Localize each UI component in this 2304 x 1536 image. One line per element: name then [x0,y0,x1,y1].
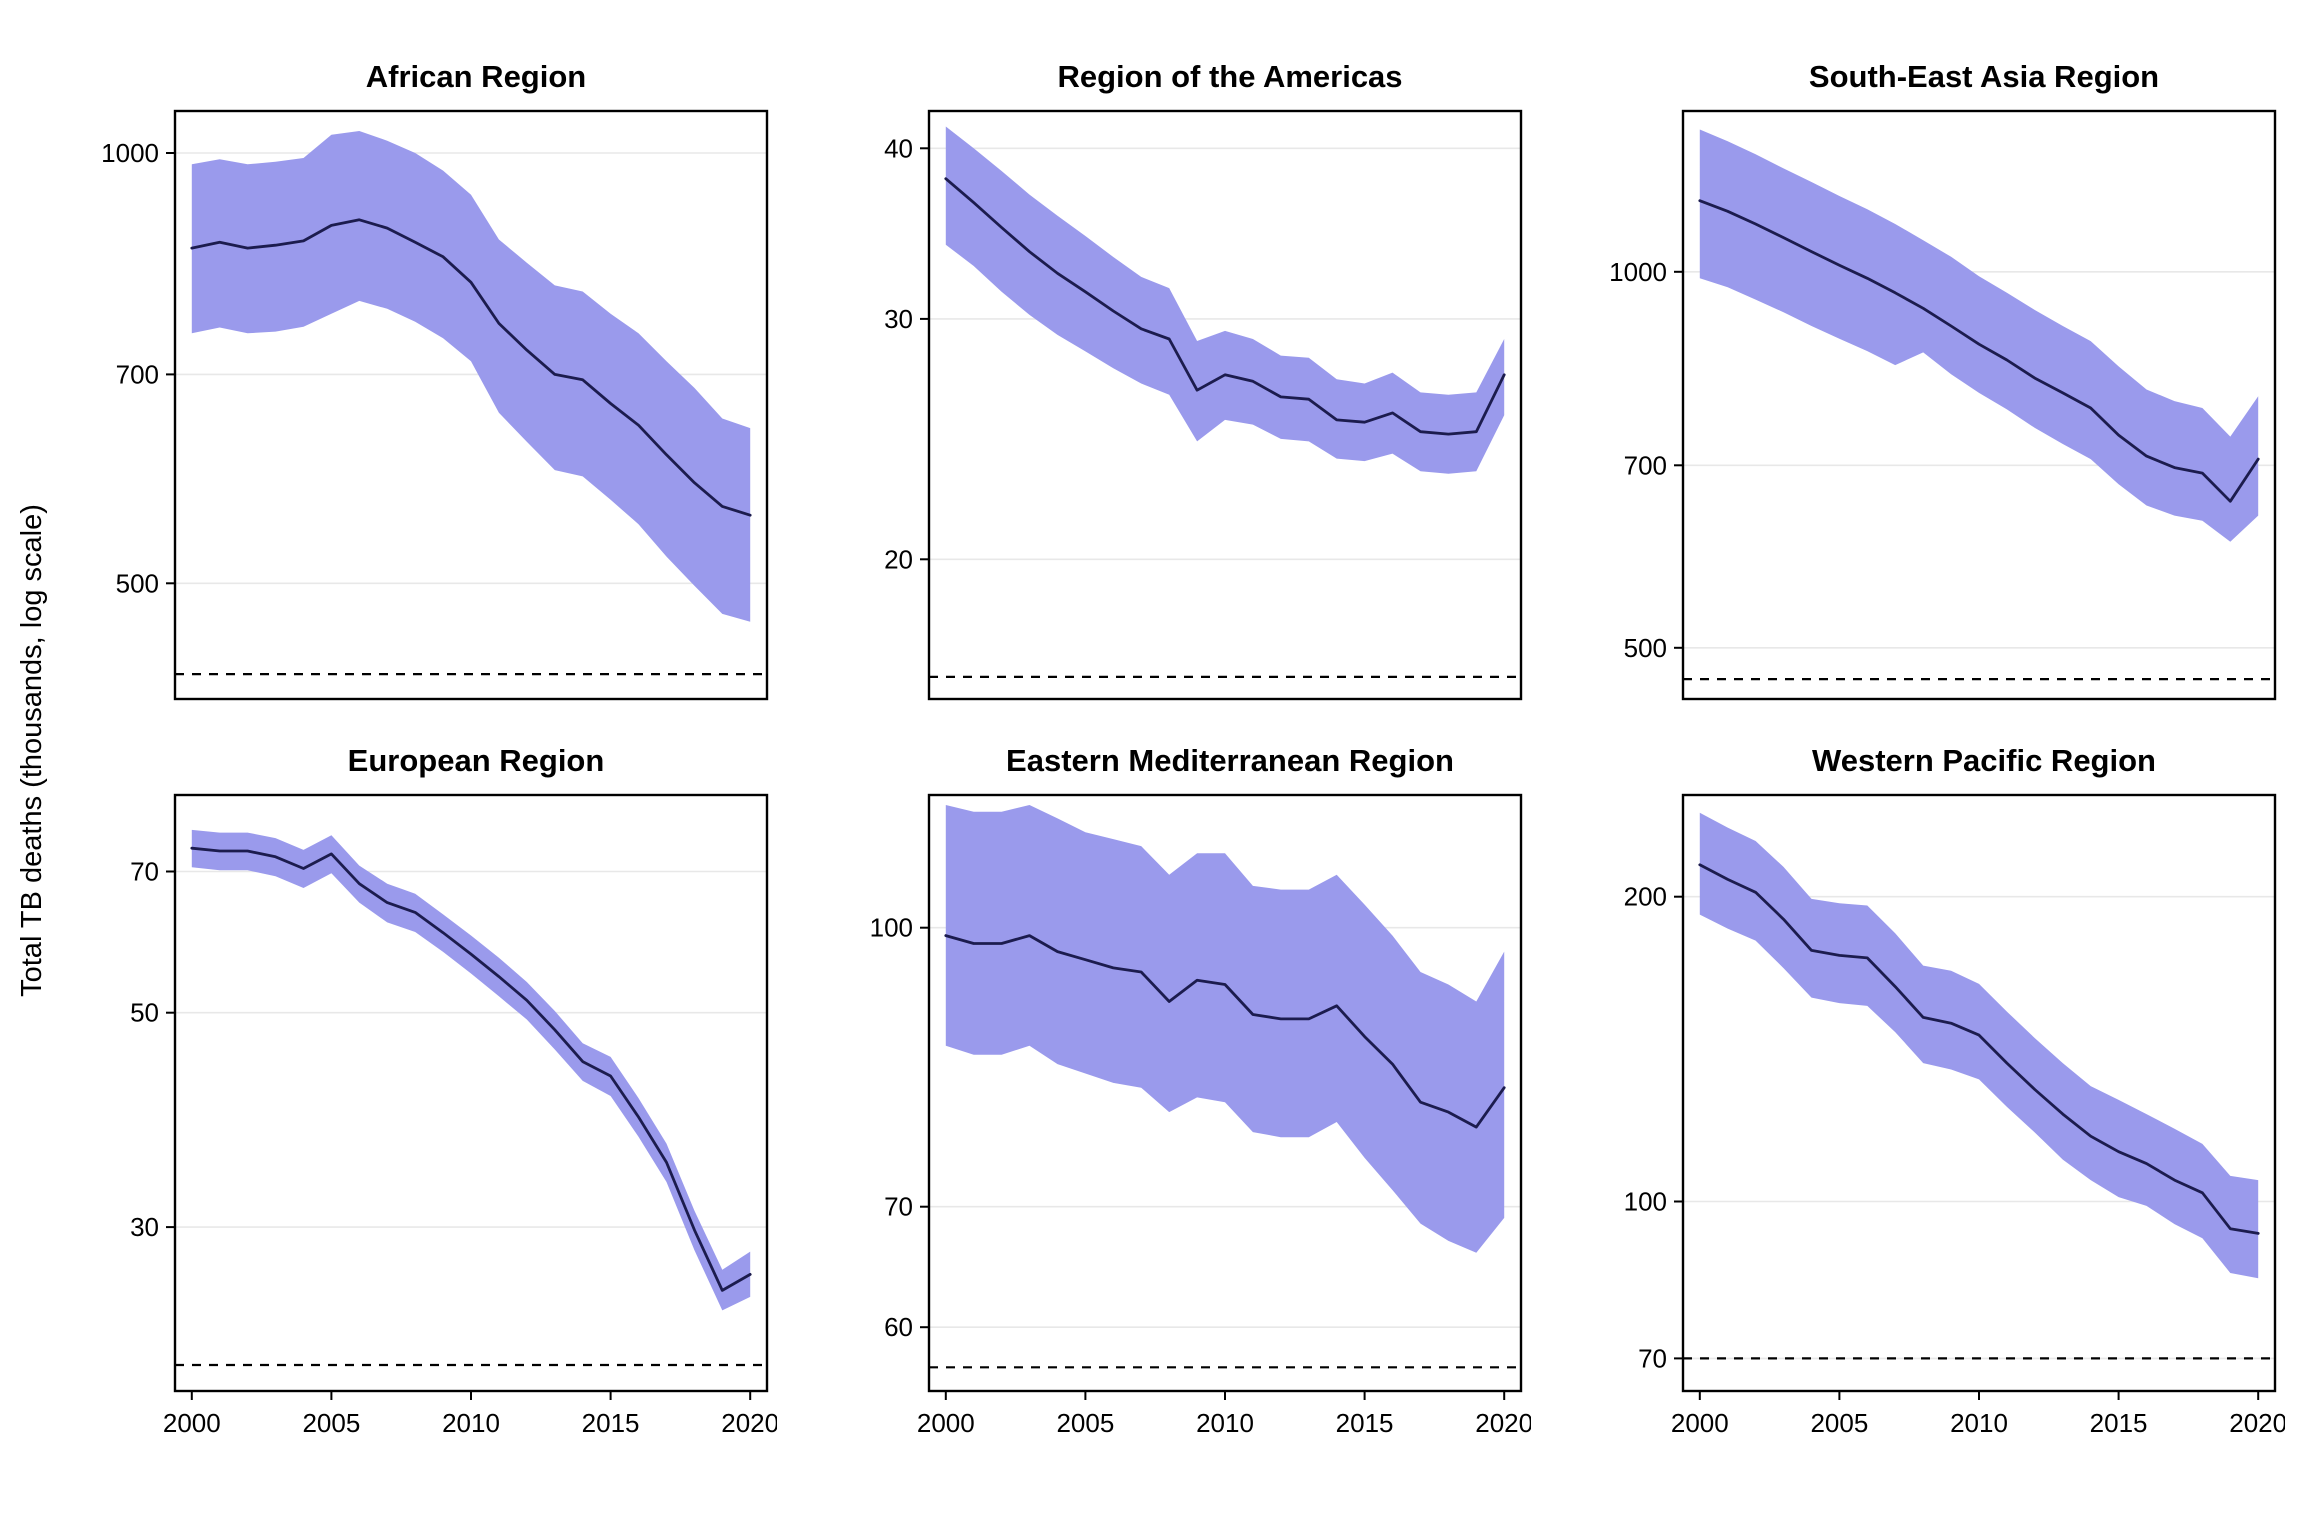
panel-title-south-east-asia-region: South-East Asia Region [1808,59,2160,94]
svg-text:20: 20 [884,544,913,574]
svg-text:1000: 1000 [1609,257,1667,287]
svg-text:30: 30 [884,304,913,334]
svg-text:2010: 2010 [442,1408,500,1438]
svg-text:70: 70 [1638,1343,1667,1373]
svg-text:200: 200 [1624,882,1667,912]
chart-region-of-the-americas: 20 30 40 [884,109,1523,701]
panel-title-african-region: African Region [365,59,587,94]
svg-text:2010: 2010 [1950,1408,2008,1438]
svg-text:100: 100 [870,913,913,943]
chart-eastern-mediterranean-region: 60 70 100 2000 2005 2010 2015 2020 [870,793,1531,1438]
svg-text:2020: 2020 [721,1408,777,1438]
panels-grid: African Region 500 700 1000 Region of the … [95,55,2285,1448]
panel-title-european-region: European Region [347,743,605,778]
svg-text:30: 30 [130,1212,159,1242]
svg-text:2015: 2015 [582,1408,640,1438]
svg-text:2000: 2000 [1671,1408,1729,1438]
panel-title-eastern-mediterranean-region: Eastern Mediterranean Region [1006,743,1454,778]
svg-text:100: 100 [1624,1187,1667,1217]
svg-text:2015: 2015 [1336,1408,1394,1438]
svg-text:2000: 2000 [163,1408,221,1438]
panel-title-western-pacific-region: Western Pacific Region [1812,743,2156,778]
y-axis-label-box: Total TB deaths (thousands, log scale) [0,420,64,1080]
svg-text:2010: 2010 [1196,1408,1254,1438]
svg-text:50: 50 [130,998,159,1028]
panel-south-east-asia-region: South-East Asia Region 500 700 1000 [1603,55,2285,711]
svg-text:2005: 2005 [1056,1408,1114,1438]
svg-text:2000: 2000 [917,1408,975,1438]
svg-text:2015: 2015 [2090,1408,2148,1438]
svg-text:1000: 1000 [101,138,159,168]
svg-text:60: 60 [884,1312,913,1342]
panel-region-of-the-americas: Region of the Americas 20 30 40 [849,55,1531,711]
svg-text:2020: 2020 [1475,1408,1531,1438]
panel-european-region: European Region 30 50 70 2000 2005 2010 2015 20… [95,739,777,1448]
panel-eastern-mediterranean-region: Eastern Mediterranean Region 60 70 100 2000… [849,739,1531,1448]
svg-text:500: 500 [1624,633,1667,663]
svg-text:70: 70 [130,857,159,887]
svg-text:700: 700 [116,359,159,389]
panel-title-region-of-the-americas: Region of the Americas [1057,59,1403,94]
svg-text:40: 40 [884,133,913,163]
panel-western-pacific-region: Western Pacific Region 70 100 200 2000 2005 2… [1603,739,2285,1448]
chart-african-region: 500 700 1000 [101,109,769,701]
svg-text:500: 500 [116,568,159,598]
svg-text:2005: 2005 [302,1408,360,1438]
chart-european-region: 30 50 70 2000 2005 2010 2015 2020 [130,793,777,1438]
svg-text:700: 700 [1624,450,1667,480]
svg-text:70: 70 [884,1192,913,1222]
chart-south-east-asia-region: 500 700 1000 [1609,109,2277,701]
svg-text:2020: 2020 [2229,1408,2285,1438]
chart-western-pacific-region: 70 100 200 2000 2005 2010 2015 2020 [1624,793,2285,1438]
svg-text:2005: 2005 [1810,1408,1868,1438]
panel-african-region: African Region 500 700 1000 [95,55,777,711]
y-axis-label: Total TB deaths (thousands, log scale) [15,503,48,997]
